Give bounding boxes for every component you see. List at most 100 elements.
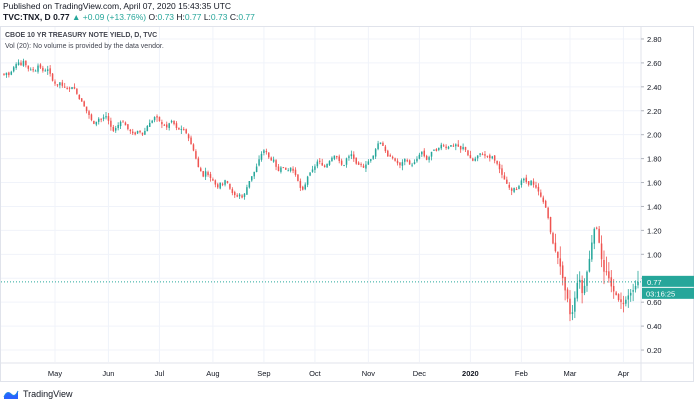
y-tick-label: 2.80	[647, 35, 662, 44]
candle-body	[637, 281, 639, 286]
candle-body	[83, 101, 85, 107]
candle-body	[535, 185, 537, 188]
candle-body	[10, 71, 13, 75]
candle-body	[85, 106, 88, 112]
candle-body	[182, 129, 185, 131]
candle-body	[71, 87, 73, 90]
chart-frame[interactable]	[0, 26, 694, 382]
candle-body	[338, 156, 340, 161]
chart-legend: CBOE 10 YR TREASURY NOTE YIELD, D, TVC V…	[5, 30, 164, 52]
candle-body	[63, 86, 66, 88]
candle-body	[486, 155, 489, 157]
candle-body	[156, 116, 158, 118]
candle-body	[530, 180, 532, 186]
candle-body	[345, 158, 348, 165]
candle-body	[612, 285, 615, 292]
candle-body	[221, 183, 224, 185]
candle-body	[144, 130, 146, 135]
candle-body	[80, 98, 83, 102]
candle-body	[476, 155, 479, 159]
candle-body	[622, 302, 625, 305]
candle-body	[430, 151, 433, 157]
candle-body	[391, 156, 394, 159]
price-change: +0.09 (+13.76%)	[82, 12, 147, 22]
candle-body	[306, 176, 309, 185]
candle-body	[447, 146, 450, 149]
candle-body	[525, 177, 528, 182]
candle-body	[547, 207, 549, 218]
candle-body	[100, 118, 102, 120]
candle-body	[328, 160, 331, 165]
candle-body	[231, 189, 234, 194]
candle-body	[263, 150, 265, 154]
candle-body	[464, 147, 467, 150]
candle-body	[197, 158, 200, 168]
candle-body	[15, 64, 17, 68]
candle-body	[384, 146, 387, 152]
candle-body	[236, 195, 238, 197]
candle-body	[17, 62, 20, 66]
candle-body	[515, 189, 518, 191]
candle-body	[605, 271, 608, 273]
open-label: O:	[148, 12, 158, 22]
candle-body	[544, 200, 547, 208]
candle-body	[370, 159, 372, 161]
candle-body	[569, 298, 571, 315]
candle-body	[418, 154, 421, 159]
candle-body	[629, 292, 632, 296]
candle-body	[214, 180, 217, 185]
candle-body	[37, 65, 39, 72]
open-value: 0.73	[157, 12, 175, 22]
candle-body	[491, 156, 494, 159]
chart-header: Published on TradingView.com, April 07, …	[3, 1, 693, 23]
candle-body	[625, 299, 627, 304]
candle-body	[627, 295, 630, 300]
candle-body	[202, 171, 204, 177]
candle-body	[411, 164, 413, 166]
candle-body	[576, 282, 579, 299]
candle-body	[275, 160, 277, 167]
candle-body	[207, 172, 209, 175]
up-arrow-icon: ▲	[72, 12, 81, 22]
candle-body	[51, 73, 54, 81]
candle-body	[620, 299, 622, 303]
volume-note: Vol (20): No volume is provided by the d…	[5, 43, 164, 50]
candle-body	[542, 197, 545, 202]
y-tick-label: 0.60	[647, 298, 662, 307]
candle-body	[195, 151, 197, 159]
candle-body	[219, 182, 221, 189]
candle-body	[323, 165, 326, 168]
candle-body	[603, 259, 605, 272]
candle-body	[333, 155, 336, 159]
tradingview-footer[interactable]: TradingView	[3, 386, 73, 402]
candle-body	[316, 161, 319, 167]
candle-body	[93, 120, 95, 124]
x-tick-label: May	[48, 369, 62, 378]
candle-body	[574, 297, 576, 312]
candle-body	[445, 146, 447, 149]
candle-body	[161, 121, 163, 125]
candle-body	[122, 121, 124, 123]
candle-body	[158, 116, 161, 122]
candle-body	[229, 183, 231, 189]
candle-body	[27, 65, 30, 69]
candle-body	[527, 181, 530, 185]
candle-body	[608, 271, 610, 279]
low-label: L:	[203, 12, 211, 22]
candle-body	[200, 168, 202, 172]
candle-body	[425, 155, 428, 160]
y-tick-label: 1.40	[647, 202, 662, 211]
candle-body	[88, 111, 90, 115]
candle-body	[595, 227, 598, 229]
x-tick-label: Mar	[564, 369, 577, 378]
candle-body	[124, 122, 127, 126]
footer-brand: TradingView	[23, 389, 73, 399]
candle-body	[479, 153, 481, 155]
candle-body	[532, 181, 535, 185]
candle-body	[8, 72, 10, 76]
candle-body	[561, 265, 564, 279]
high-value: 0.77	[184, 12, 202, 22]
candle-body	[42, 67, 44, 71]
candle-body	[22, 60, 25, 66]
price-chart[interactable]: 0.200.400.600.801.001.201.401.601.802.00…	[0, 26, 694, 382]
